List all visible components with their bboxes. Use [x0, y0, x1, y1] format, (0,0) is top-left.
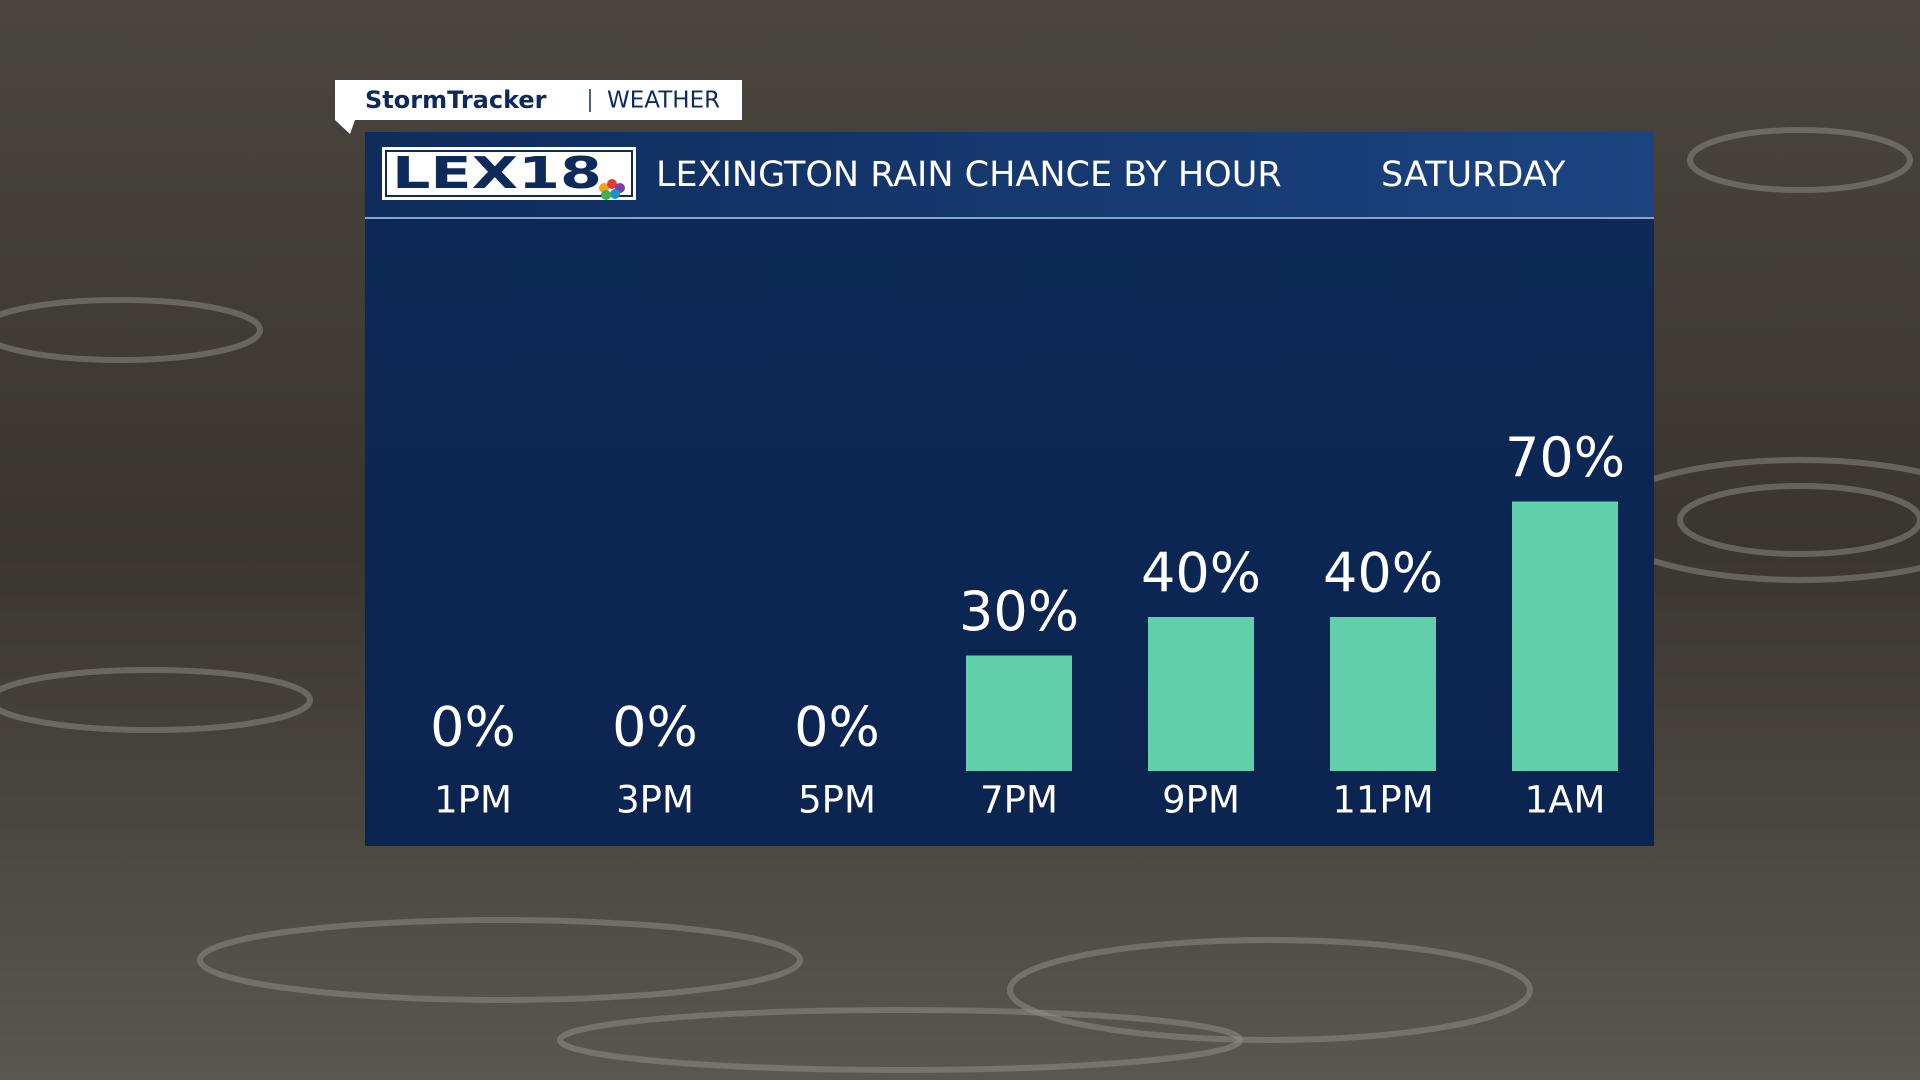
value-label: 40%	[1323, 542, 1443, 605]
value-label: 40%	[1141, 542, 1261, 605]
bar	[966, 655, 1072, 771]
x-tick-label: 9PM	[1162, 779, 1240, 822]
value-label: 0%	[430, 696, 516, 759]
chart-title: LEXINGTON RAIN CHANCE BY HOUR	[656, 155, 1282, 195]
x-tick-label: 11PM	[1332, 779, 1433, 822]
value-label: 0%	[794, 696, 880, 759]
logo-frame	[385, 150, 633, 197]
x-tick-label: 3PM	[616, 779, 694, 822]
logo: LEX18	[392, 148, 602, 199]
bar	[1512, 501, 1618, 771]
value-label: 30%	[959, 580, 1079, 643]
logo-peacock	[599, 179, 625, 200]
show-name: StormTracker	[365, 86, 547, 114]
value-label: 0%	[612, 696, 698, 759]
value-label: 70%	[1505, 426, 1625, 489]
plot: 0% 1PM 0% 3PM 0% 5PM 30% 7PM 40% 9PM 40% 11PM 70% 1AM	[430, 426, 1625, 821]
x-tick-label: 1AM	[1525, 779, 1606, 822]
bar	[1148, 617, 1254, 771]
x-tick-label: 7PM	[980, 779, 1058, 822]
section-name: WEATHER	[607, 88, 720, 114]
bar	[1330, 617, 1436, 771]
x-tick-label: 5PM	[798, 779, 876, 822]
x-tick-label: 1PM	[434, 779, 512, 822]
show-tab	[335, 80, 742, 134]
logo-box	[382, 147, 636, 200]
chart-subtitle: SATURDAY	[1381, 155, 1566, 195]
